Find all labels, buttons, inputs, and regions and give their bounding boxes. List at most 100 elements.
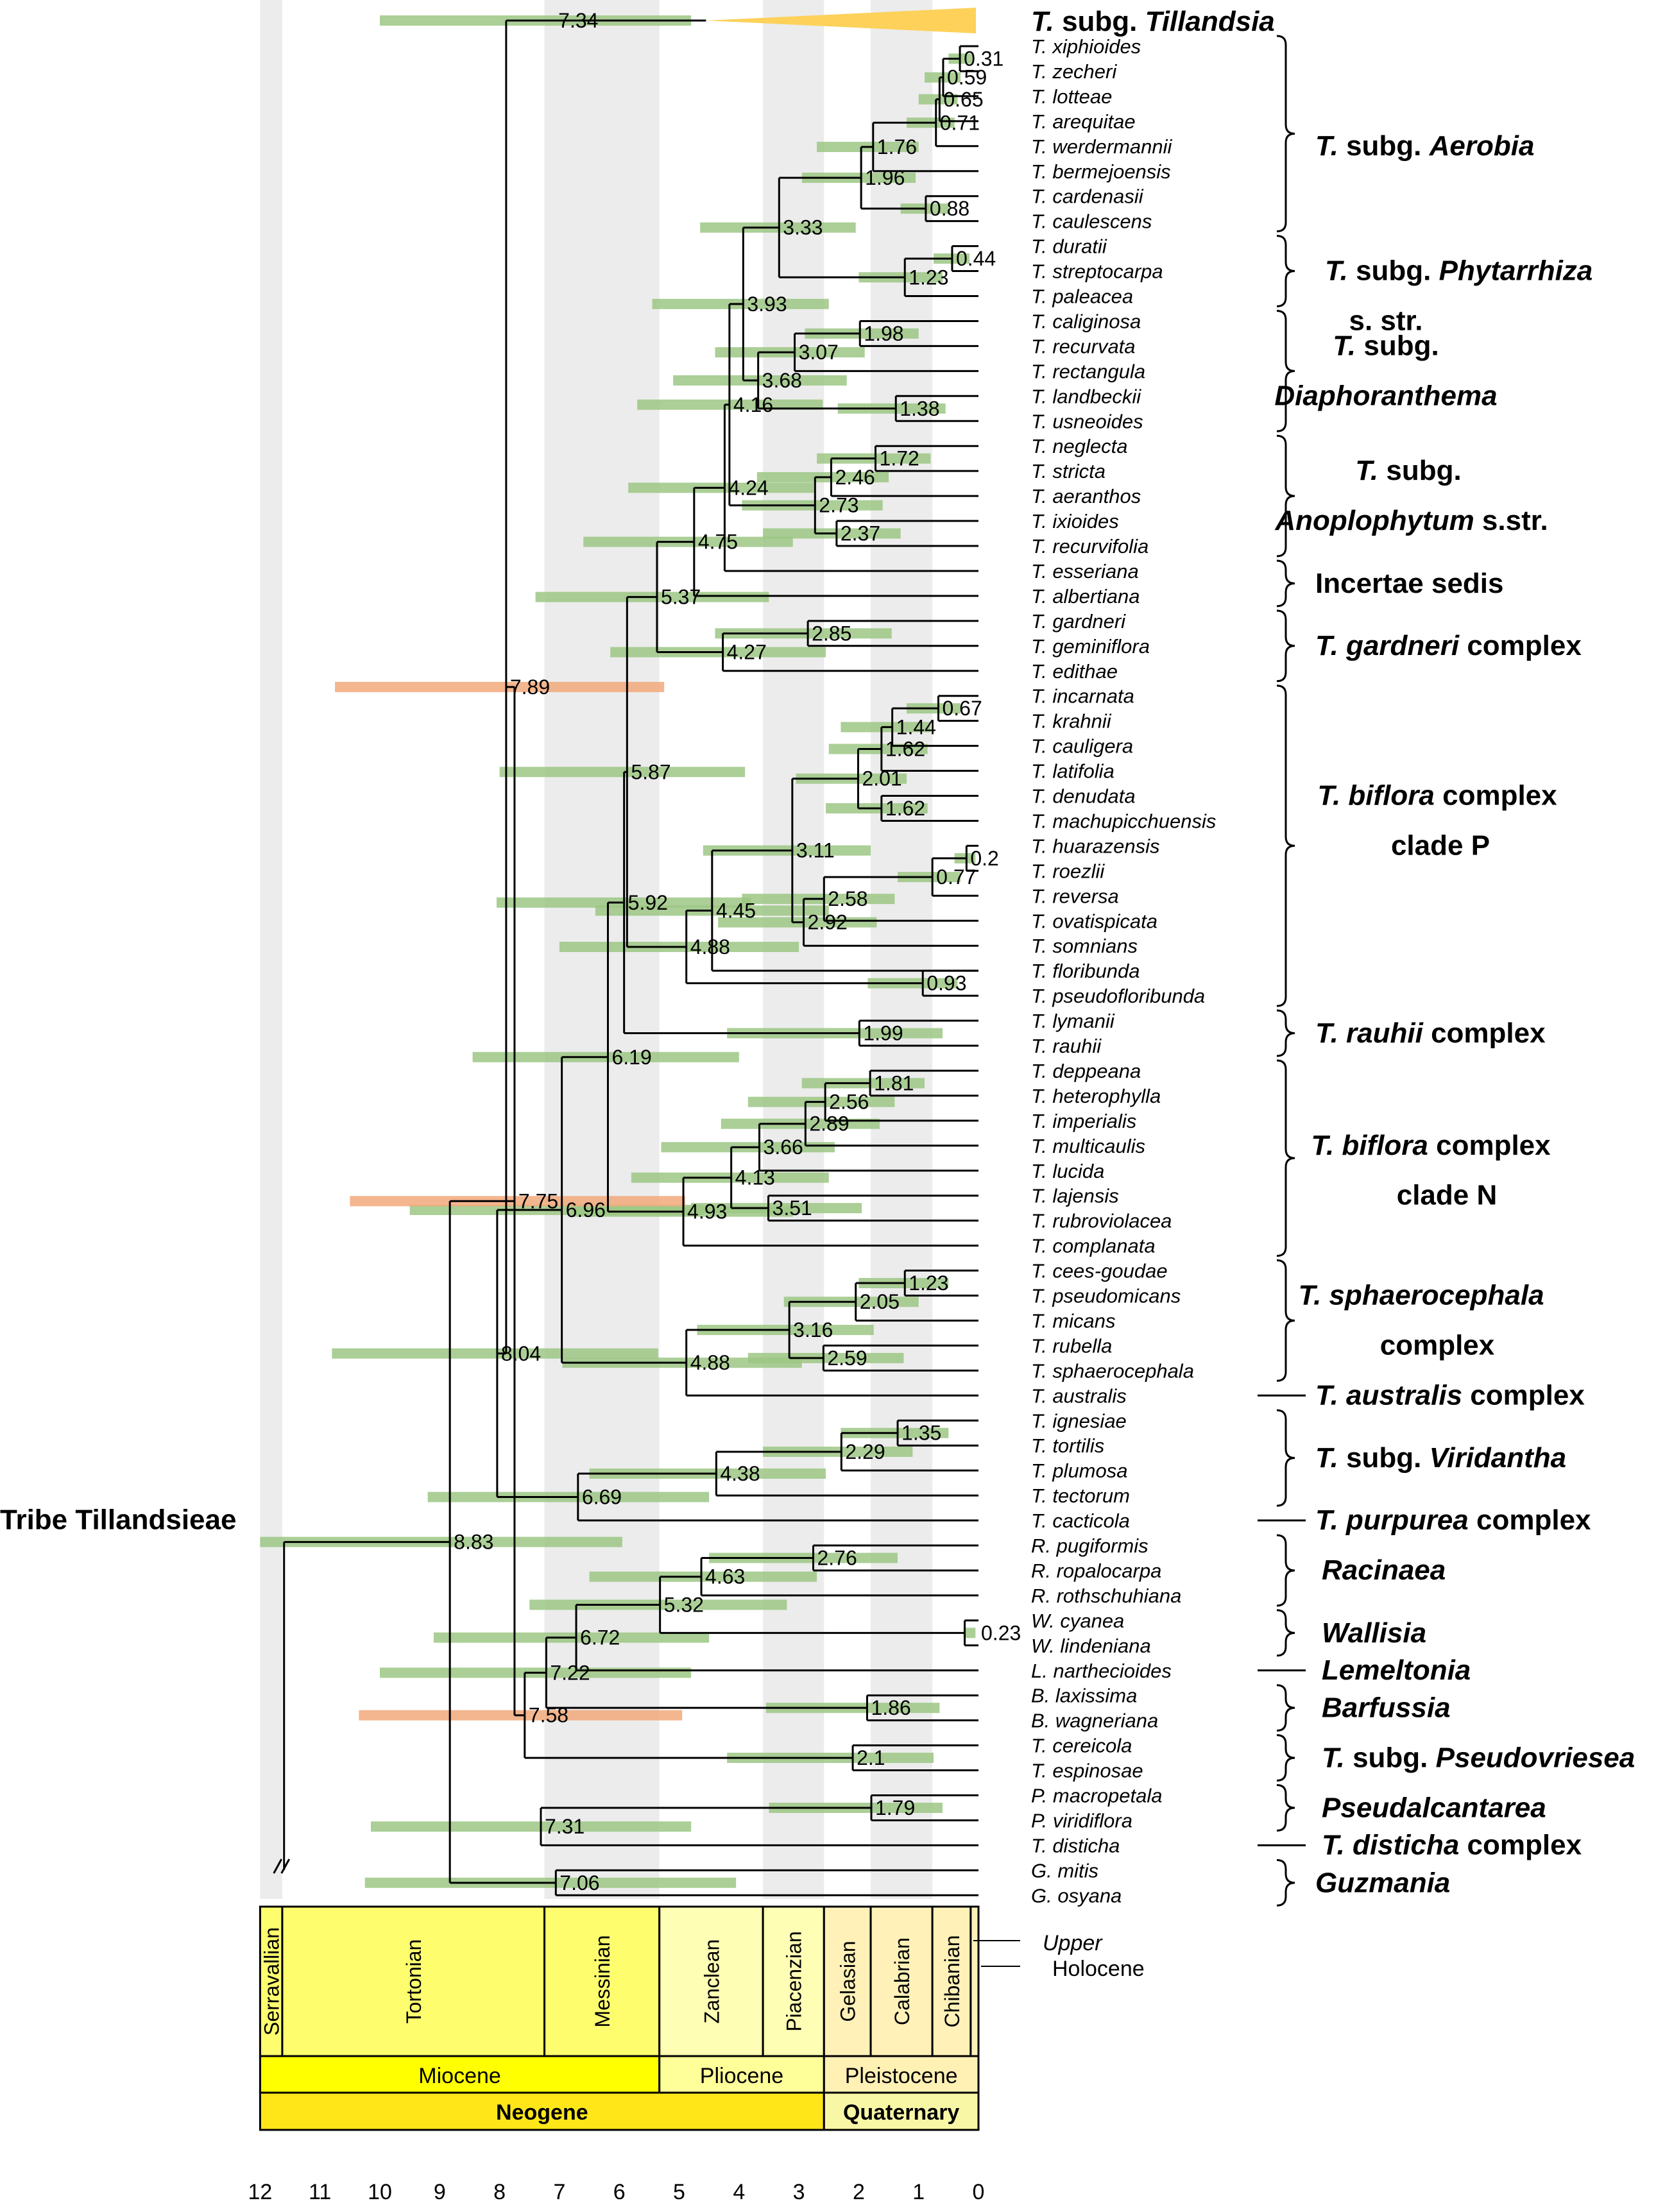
node-age-label: 1.23 <box>909 266 948 289</box>
clade-label-part: Tillandsia <box>1145 6 1275 37</box>
axis-tick-label: 11 <box>309 2180 331 2204</box>
tip-label: T. stricta <box>1031 460 1106 482</box>
epoch-box <box>823 2055 980 2094</box>
hpd-bar <box>963 1628 976 1638</box>
tip-label: T. esseriana <box>1031 560 1139 583</box>
axis-tick-label: 7 <box>553 2180 565 2204</box>
holocene-label: Holocene <box>1052 1957 1145 1981</box>
node-age-label: 3.33 <box>783 216 823 239</box>
clade-label-part: Guzmania <box>1315 1867 1450 1898</box>
tip-label: W. cyanea <box>1031 1610 1124 1632</box>
epoch-label: Pleistocene <box>845 2064 958 2088</box>
axis-tick-label: 10 <box>368 2180 392 2204</box>
tip-label: T. caulescens <box>1031 210 1152 233</box>
node-age-label: 5.87 <box>631 760 670 783</box>
clade-label-part: T. <box>1322 1742 1345 1774</box>
clade-label-part: T. <box>1355 455 1378 486</box>
node-age-label: 1.86 <box>871 1696 910 1719</box>
clade-label: clade N <box>1397 1180 1498 1211</box>
tip-label: T. bermejoensis <box>1031 160 1171 183</box>
node-age-label: 5.92 <box>628 891 668 914</box>
tip-label: T. cardenasii <box>1031 185 1144 208</box>
node-age-label: 2.85 <box>812 622 851 645</box>
tip-label: T. lymanii <box>1031 1010 1115 1032</box>
hpd-bars <box>260 15 976 1888</box>
epoch-label: Pliocene <box>700 2064 783 2088</box>
tip-label: T. recurvifolia <box>1031 535 1148 557</box>
node-age-label: 8.83 <box>454 1531 493 1554</box>
node-age-label: 2.01 <box>862 767 901 790</box>
clade-label: Pseudalcantarea <box>1322 1792 1546 1824</box>
clade-label: T. australis complex <box>1315 1379 1585 1411</box>
node-age-label: 1.96 <box>865 166 905 189</box>
clade-label-part: T. gardneri <box>1315 630 1460 661</box>
clade-label-part: Wallisia <box>1322 1617 1426 1649</box>
hpd-bar <box>371 1821 692 1832</box>
clade-label-part: T. purpurea <box>1315 1504 1469 1536</box>
clade-label: Racinaea <box>1322 1554 1446 1586</box>
axis-tick-label: 2 <box>853 2180 865 2204</box>
node-age-labels: 7.34 0.310.590.650.71 0.88 1.76 1.96 0.44 1.23… <box>454 9 1021 1894</box>
clade-bracket <box>1276 1059 1295 1257</box>
clade-label: Barfussia <box>1322 1692 1451 1724</box>
node-age-label: 1.62 <box>885 737 925 760</box>
tip-label: T. machupicchuensis <box>1031 810 1216 832</box>
node-age-label: 2.76 <box>817 1546 857 1569</box>
stage-label: Calabrian <box>891 1937 914 2025</box>
node-age-label: 6.96 <box>566 1198 606 1221</box>
clade-bracket <box>1276 559 1295 608</box>
axis-break-mark <box>273 1859 283 1874</box>
axis-tick-label: 0 <box>973 2180 985 2204</box>
stage-label: Piacenzian <box>783 1931 806 2032</box>
axis-tick-label: 12 <box>248 2180 272 2204</box>
tip-label: T. ixioides <box>1031 510 1119 532</box>
tip-label: T. zecheri <box>1031 60 1117 83</box>
node-age-label: 1.44 <box>896 715 936 738</box>
node-age-label: 4.27 <box>727 641 767 664</box>
tip-label: T. latifolia <box>1031 760 1114 783</box>
tip-label: T. werdermannii <box>1031 135 1173 158</box>
clade-label: T. subg. <box>1333 330 1439 361</box>
tip-label: T. recurvata <box>1031 335 1136 357</box>
tip-label: T. tortilis <box>1031 1434 1104 1457</box>
tip-label: T. denudata <box>1031 785 1136 808</box>
node-age-label: 7.58 <box>529 1704 568 1727</box>
tip-label: G. mitis <box>1031 1859 1098 1882</box>
hpd-bar <box>335 681 665 692</box>
node-age-label: 1.23 <box>909 1272 948 1295</box>
node-age-label: 4.88 <box>690 935 730 958</box>
node-age-label: 4.38 <box>720 1462 760 1485</box>
node-age-label: 7.89 <box>510 676 550 699</box>
tip-label: T. multicaulis <box>1031 1135 1145 1157</box>
clade-bracket <box>1276 1009 1295 1057</box>
axis-tick-label: 3 <box>793 2180 805 2204</box>
hpd-bar <box>589 1571 817 1582</box>
clade-label: s. str. <box>1349 305 1423 336</box>
stage-box <box>931 1905 972 2057</box>
node-age-label: 4.75 <box>698 531 738 554</box>
tip-label: T. arequitae <box>1031 110 1136 133</box>
node-age-label: 0.67 <box>942 697 982 720</box>
node-age-label: 1.76 <box>877 135 917 158</box>
tip-label: T. aeranthos <box>1031 485 1141 507</box>
clade-label-part: Aerobia <box>1429 130 1535 162</box>
tip-label: T. albertiana <box>1031 585 1140 608</box>
clade-label-part: T. <box>1315 1442 1338 1474</box>
period-label: Neogene <box>496 2100 588 2125</box>
stage-label: Zanclean <box>700 1939 723 2024</box>
clade-label-part: complex <box>1462 1379 1585 1411</box>
node-age-label: 6.19 <box>611 1046 651 1069</box>
node-age-label: 1.38 <box>900 397 939 420</box>
clade-bracket <box>1276 35 1295 233</box>
axis-tick-label: 1 <box>912 2180 925 2204</box>
node-age-label: 4.16 <box>733 393 773 416</box>
tip-label: G. osyana <box>1031 1884 1122 1907</box>
clade-label-part: T. <box>1325 255 1348 287</box>
node-age-label: 0.65 <box>943 88 983 111</box>
clade-bracket <box>1276 1609 1295 1657</box>
hpd-bar <box>350 1196 685 1207</box>
node-age-label: 4.93 <box>687 1200 727 1223</box>
clade-bracket <box>1276 1684 1295 1732</box>
clade-label-part: subg. <box>1348 255 1439 287</box>
node-age-label: 0.88 <box>930 197 969 220</box>
